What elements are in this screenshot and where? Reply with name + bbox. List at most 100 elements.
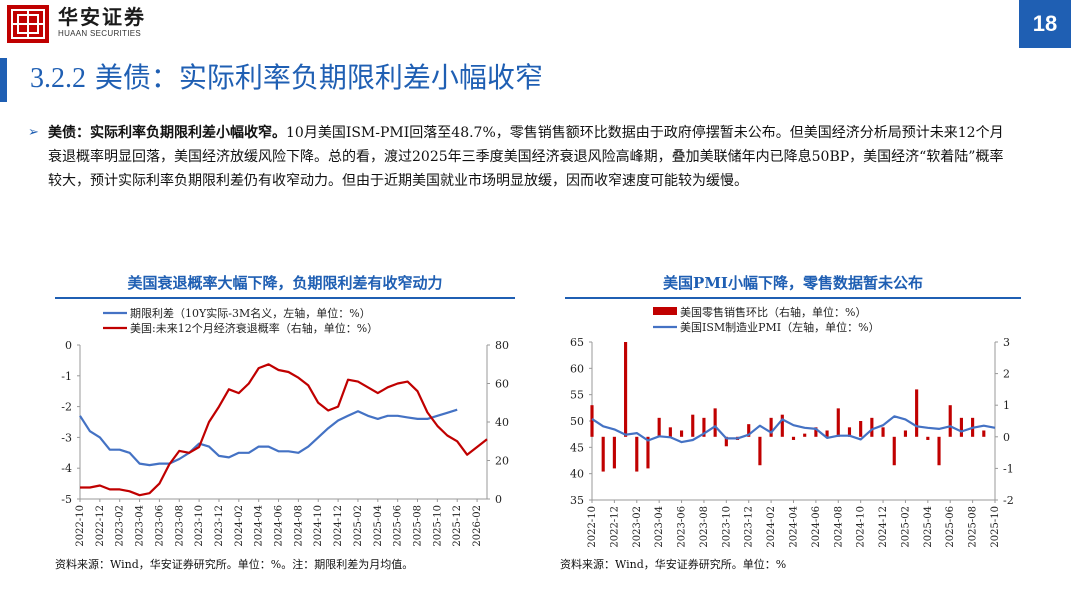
retail-sales-bar <box>758 436 762 466</box>
x-tick-label: 2023-10 <box>721 506 732 548</box>
retail-sales-bar <box>713 408 717 437</box>
retail-sales-bar <box>612 436 616 469</box>
retail-sales-bar <box>791 436 796 440</box>
right-tick-label: 40 <box>495 416 509 429</box>
x-tick-label: 2025-04 <box>923 506 934 548</box>
left-tick-label: 0 <box>65 339 72 352</box>
bullet-body: 10月美国ISM-PMI回落至48.7%，零售销售额环比数据由于政府停摆暂未公布… <box>48 125 1004 189</box>
retail-sales-bar <box>859 421 863 437</box>
x-tick-label: 2023-04 <box>135 505 146 547</box>
retail-sales-bar <box>881 427 885 437</box>
left-chart-title: 美国衰退概率大幅下降，负期限利差有收窄动力 <box>127 274 443 292</box>
left-tick-label: 50 <box>570 415 584 428</box>
page-number: 18 <box>1019 0 1071 48</box>
x-tick-label: 2022-12 <box>609 506 620 548</box>
left-tick-label: -4 <box>61 462 72 475</box>
retail-sales-bar <box>780 414 784 437</box>
x-tick-label: 2024-08 <box>293 505 304 547</box>
x-tick-label: 2023-02 <box>632 506 643 548</box>
right-tick-label: 2 <box>1003 368 1010 381</box>
right-tick-label: 3 <box>1003 336 1010 349</box>
left-axis-series-line <box>591 415 996 444</box>
retail-sales-bar <box>959 417 963 437</box>
right-chart-divider <box>565 297 1021 299</box>
x-tick-label: 2022-10 <box>75 505 86 547</box>
left-tick-label: -2 <box>61 401 72 414</box>
x-tick-label: 2024-08 <box>833 506 844 548</box>
retail-sales-bar <box>915 389 919 437</box>
legend-label: 美国零售销售环比（右轴，单位：%） <box>680 305 866 319</box>
retail-sales-bar <box>702 417 706 437</box>
page-title: 3.2.2 美债：实际利率负期限利差小幅收窄 <box>30 58 543 99</box>
retail-sales-bar <box>668 427 672 437</box>
retail-sales-bar <box>646 436 650 469</box>
retail-sales-bar <box>825 430 829 437</box>
right-tick-label: -2 <box>1003 494 1014 507</box>
title-accent-bar <box>0 58 7 102</box>
x-tick-label: 2023-08 <box>699 506 710 548</box>
x-tick-label: 2024-10 <box>313 505 324 547</box>
x-tick-label: 2023-06 <box>154 505 165 547</box>
left-chart-divider <box>55 297 515 299</box>
retail-sales-bar <box>691 414 695 437</box>
right-chart-source: 资料来源：Wind，华安证券研究所。单位：% <box>560 558 787 571</box>
legend-label: 美国:未来12个月经济衰退概率（右轴，单位：%） <box>130 321 378 335</box>
right-tick-label: 1 <box>1003 399 1010 412</box>
x-tick-label: 2024-10 <box>856 506 867 548</box>
legend-label: 期限利差（10Y实际-3M名义，左轴，单位：%） <box>130 306 371 320</box>
left-tick-label: 65 <box>570 336 584 349</box>
title-number: 3.2.2 <box>30 63 86 94</box>
legend-label: 美国ISM制造业PMI（左轴，单位：%） <box>680 320 880 334</box>
x-tick-label: 2023-10 <box>194 505 205 547</box>
left-tick-label: 55 <box>570 389 584 402</box>
retail-sales-bar <box>657 417 661 437</box>
x-tick-label: 2025-04 <box>373 505 384 547</box>
right-tick-label: 0 <box>1003 431 1010 444</box>
legend-swatch <box>653 307 677 315</box>
right-tick-label: 80 <box>495 339 509 352</box>
right-tick-label: 60 <box>495 378 509 391</box>
retail-sales-bar <box>679 430 684 437</box>
x-tick-label: 2024-04 <box>254 505 265 547</box>
x-tick-label: 2024-06 <box>274 505 285 547</box>
x-tick-label: 2023-02 <box>115 505 126 547</box>
retail-sales-bar <box>982 430 986 437</box>
bullet-lead: 美债：实际利率负期限利差小幅收窄。 <box>48 125 286 141</box>
retail-sales-bar <box>747 424 751 437</box>
x-tick-label: 2025-02 <box>353 505 364 547</box>
retail-sales-bar <box>814 427 818 437</box>
brand: 华安证券 HUAAN SECURITIES <box>58 6 146 38</box>
right-tick-label: 0 <box>495 493 502 506</box>
left-tick-label: -1 <box>61 370 72 383</box>
right-axis-series-line <box>80 363 488 497</box>
x-tick-label: 2024-12 <box>333 505 344 547</box>
left-tick-label: -3 <box>61 431 72 444</box>
left-tick-label: 60 <box>570 362 584 375</box>
huaan-logo-icon <box>7 5 49 43</box>
right-tick-label: 20 <box>495 455 509 468</box>
x-tick-label: 2023-12 <box>744 506 755 548</box>
left-tick-label: 45 <box>570 441 584 454</box>
x-tick-label: 2024-02 <box>766 506 777 548</box>
retail-sales-bar <box>948 405 952 437</box>
x-tick-label: 2025-08 <box>968 506 979 548</box>
brand-name-en: HUAAN SECURITIES <box>58 29 142 38</box>
x-tick-label: 2023-04 <box>654 506 665 548</box>
retail-sales-bar <box>903 430 908 437</box>
retail-sales-bar <box>624 342 628 437</box>
left-chart: 0 -1 -2 -3 -4 -5 80 60 40 20 0 2022-10 2022-12 2023-0… <box>61 306 509 547</box>
retail-sales-bar <box>836 408 840 437</box>
retail-sales-bar <box>926 436 930 440</box>
x-tick-label: 2022-10 <box>587 506 598 548</box>
x-tick-label: 2025-06 <box>393 505 404 547</box>
x-tick-label: 2024-04 <box>789 506 800 548</box>
right-tick-label: -1 <box>1003 462 1014 475</box>
retail-sales-bar <box>847 427 852 437</box>
left-tick-label: 35 <box>570 494 584 507</box>
retail-sales-bar <box>803 433 807 437</box>
x-tick-label: 2024-12 <box>878 506 889 548</box>
x-tick-label: 2022-12 <box>95 505 106 547</box>
x-tick-label: 2025-08 <box>413 505 424 547</box>
retail-sales-bar <box>635 436 639 472</box>
x-tick-label: 2025-06 <box>945 506 956 548</box>
